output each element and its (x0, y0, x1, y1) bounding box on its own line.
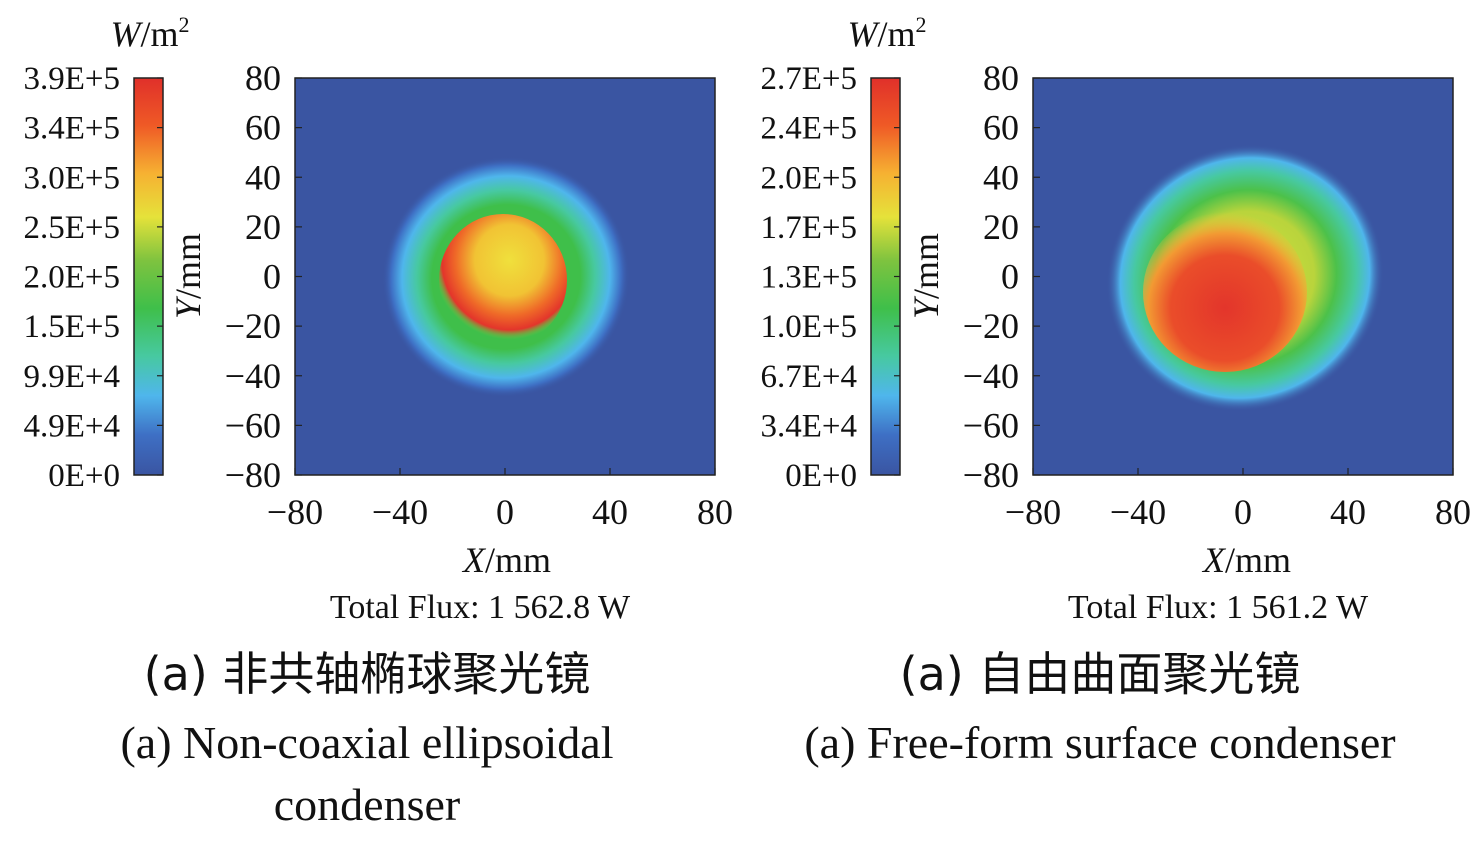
y-tick-label-2: −40 (963, 356, 1019, 396)
y-tick-label-2: 0 (1001, 257, 1019, 297)
colorbar-1-tick-label: 3.0E+5 (23, 160, 120, 196)
panel-2: W/m2 2.7E+5 2.4E+5 2.0E+5 1.7E+5 1.3E+5 1.0E+… (760, 12, 1471, 768)
colorbar-1: W/m2 3.9E+5 3.4E+5 3.0E+5 2.5E+5 2.0E+5 1.5E+… (23, 12, 189, 494)
colorbar-2-tick-label: 3.4E+4 (760, 408, 857, 444)
colorbar-2-unit: W/m2 (847, 12, 926, 54)
caption-cn-2: (a) 自由曲面聚光镜 (900, 647, 1301, 701)
y-tick-label-1: −40 (225, 356, 281, 396)
colorbar-2-tick-label: 0E+0 (785, 458, 857, 494)
x-tick-label-2: −40 (1110, 492, 1166, 532)
y-tick-label-1: 80 (245, 58, 281, 98)
y-tick-label-1: 20 (245, 207, 281, 247)
y-tick-label-2: −60 (963, 405, 1019, 445)
colorbar-2-tick-label: 1.7E+5 (760, 210, 857, 246)
flux-spot-1-inner (439, 214, 567, 346)
x-tick-label-1: 0 (496, 492, 514, 532)
colorbar-1-tick-label: 2.0E+5 (23, 260, 120, 296)
x-tick-label-1: −80 (267, 492, 323, 532)
y-tick-label-2: 60 (983, 108, 1019, 148)
colorbar-1-tick-label: 3.4E+5 (23, 111, 120, 147)
colorbar-2: W/m2 2.7E+5 2.4E+5 2.0E+5 1.7E+5 1.3E+5 1.0E+… (760, 12, 926, 494)
colorbar-1-tick-label: 9.9E+4 (23, 359, 120, 395)
x-tick-label-2: −80 (1005, 492, 1061, 532)
y-tick-label-1: −80 (225, 455, 281, 495)
caption-en-2-line1: (a) Free-form surface condenser (804, 717, 1395, 768)
colorbar-1-tick-label: 1.5E+5 (23, 309, 120, 345)
y-tick-label-2: 40 (983, 157, 1019, 197)
colorbar-2-tick-label: 2.4E+5 (760, 111, 857, 147)
colorbar-1-tick-label: 2.5E+5 (23, 210, 120, 246)
x-tick-label-2: 0 (1234, 492, 1252, 532)
x-tick-label-1: 40 (592, 492, 628, 532)
colorbar-2-tick-label: 1.0E+5 (760, 309, 857, 345)
flux-spot-2-inner (1143, 212, 1307, 372)
colorbar-1-tick-label: 3.9E+5 (23, 61, 120, 97)
y-axis-label-1: Y/mm (168, 233, 208, 319)
caption-cn-1: (a) 非共轴椭球聚光镜 (144, 647, 591, 701)
y-tick-label-2: 80 (983, 58, 1019, 98)
y-axis-label-2: Y/mm (906, 233, 946, 319)
heatmap-2: 80 60 40 20 0 −20 −40 −60 −80 −80 −40 0 40 80 Y/mm X… (906, 58, 1471, 626)
x-tick-label-1: −40 (372, 492, 428, 532)
caption-en-1-line2: condenser (274, 779, 460, 830)
colorbar-1-unit: W/m2 (110, 12, 189, 54)
colorbar-2-tick-label: 1.3E+5 (760, 260, 857, 296)
x-axis-label-2: X/mm (1201, 540, 1291, 580)
total-flux-1: Total Flux: 1 562.8 W (330, 589, 631, 626)
colorbar-2-tick-label: 6.7E+4 (760, 359, 857, 395)
total-flux-2: Total Flux: 1 561.2 W (1068, 589, 1369, 626)
y-tick-label-2: 20 (983, 207, 1019, 247)
colorbar-2-tick-label: 2.0E+5 (760, 160, 857, 196)
y-tick-label-1: −60 (225, 405, 281, 445)
y-tick-label-1: 60 (245, 108, 281, 148)
y-tick-label-2: −80 (963, 455, 1019, 495)
y-tick-label-1: 0 (263, 257, 281, 297)
heatmap-1: 80 60 40 20 0 −20 −40 −60 −80 −80 −40 0 40 80 Y/mm X… (168, 58, 733, 626)
x-axis-label-1: X/mm (461, 540, 551, 580)
y-tick-label-1: 40 (245, 157, 281, 197)
colorbar-1-tick-label: 0E+0 (48, 458, 120, 494)
panel-1: W/m2 3.9E+5 3.4E+5 3.0E+5 2.5E+5 2.0E+5 1.5E+… (23, 12, 733, 830)
x-tick-label-2: 40 (1330, 492, 1366, 532)
x-tick-label-2: 80 (1435, 492, 1471, 532)
colorbar-1-tick-label: 4.9E+4 (23, 408, 120, 444)
x-tick-label-1: 80 (697, 492, 733, 532)
y-tick-label-2: −20 (963, 306, 1019, 346)
colorbar-2-tick-label: 2.7E+5 (760, 61, 857, 97)
y-tick-label-1: −20 (225, 306, 281, 346)
caption-en-1-line1: (a) Non-coaxial ellipsoidal (120, 717, 613, 768)
